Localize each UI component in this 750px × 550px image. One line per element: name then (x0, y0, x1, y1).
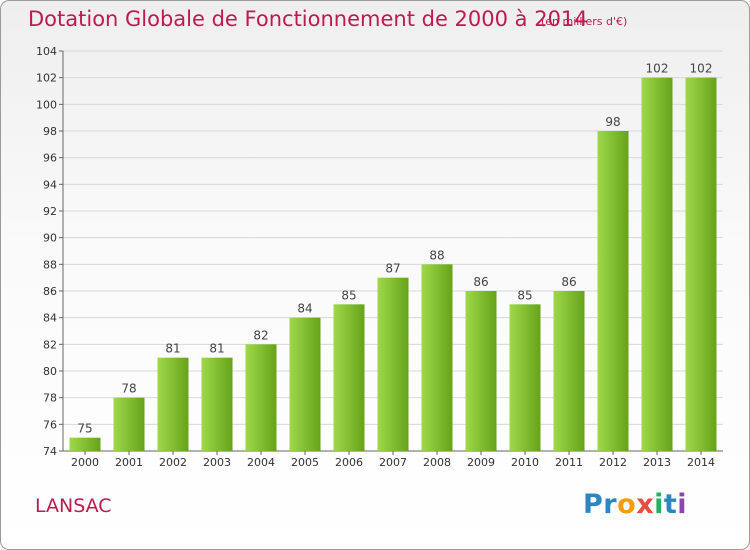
value-label: 75 (77, 422, 92, 436)
bar (465, 291, 497, 451)
x-tick-label: 2014 (687, 456, 715, 469)
value-label: 87 (385, 262, 400, 276)
bar (377, 277, 409, 451)
logo-letter: i (677, 489, 688, 520)
x-tick-label: 2006 (335, 456, 363, 469)
value-label: 84 (297, 302, 312, 316)
commune-name: LANSAC (35, 495, 112, 517)
bar (553, 291, 585, 451)
y-tick-label: 88 (43, 258, 57, 271)
bar (509, 304, 541, 451)
x-tick-label: 2011 (555, 456, 583, 469)
value-label: 82 (253, 328, 268, 342)
logo-letter: o (617, 489, 637, 520)
y-tick-label: 86 (43, 285, 57, 298)
x-tick-label: 2002 (159, 456, 187, 469)
bar (421, 264, 453, 451)
value-label: 98 (605, 115, 620, 129)
bar (685, 77, 717, 452)
value-label: 85 (517, 288, 532, 302)
value-label: 86 (473, 275, 488, 289)
x-tick-label: 2000 (71, 456, 99, 469)
logo-letter: i (654, 489, 664, 520)
value-label: 85 (341, 288, 356, 302)
logo-letter: r (603, 489, 618, 520)
x-tick-label: 2007 (379, 456, 407, 469)
chart-title: Dotation Globale de Fonctionnement de 20… (28, 7, 588, 31)
value-label: 102 (646, 62, 669, 76)
y-tick-label: 96 (43, 152, 57, 165)
y-tick-label: 104 (36, 45, 57, 58)
value-label: 88 (429, 248, 444, 262)
bar (597, 131, 629, 451)
chart-unit-note: (en milliers d'€) (541, 15, 628, 28)
x-tick-label: 2008 (423, 456, 451, 469)
value-label: 78 (121, 382, 136, 396)
proxiti-logo[interactable]: Proxiti (583, 489, 687, 520)
x-tick-label: 2005 (291, 456, 319, 469)
y-tick-label: 76 (43, 418, 57, 431)
bar (69, 437, 101, 451)
x-tick-label: 2003 (203, 456, 231, 469)
y-tick-label: 82 (43, 338, 57, 351)
logo-letter: x (636, 489, 655, 520)
y-tick-label: 78 (43, 392, 57, 405)
value-labels: 75 78 81 81 82 84 85 87 88 86 85 86 98 102 102 (77, 62, 712, 436)
bar (245, 344, 277, 451)
y-tick-labels: 74 76 78 80 82 84 86 88 90 92 94 96 98 100 102 104 (36, 45, 57, 458)
bar (157, 357, 189, 451)
x-tick-label: 2001 (115, 456, 143, 469)
value-label: 81 (209, 342, 224, 356)
y-tick-label: 80 (43, 365, 57, 378)
y-tick-label: 74 (43, 445, 57, 458)
value-label: 86 (561, 275, 576, 289)
x-tick-label: 2012 (599, 456, 627, 469)
y-tick-label: 84 (43, 312, 57, 325)
bar (113, 397, 145, 451)
x-tick-label: 2013 (643, 456, 671, 469)
y-tick-label: 90 (43, 232, 57, 245)
bar (641, 77, 673, 452)
bar (289, 317, 321, 451)
x-tick-labels: 2000 2001 2002 2003 2004 2005 2006 2007 2008 2009… (71, 456, 715, 469)
x-tick-label: 2009 (467, 456, 495, 469)
bar (201, 357, 233, 451)
x-tick-label: 2010 (511, 456, 539, 469)
y-tick-label: 100 (36, 98, 57, 111)
value-label: 81 (165, 342, 180, 356)
y-tick-label: 98 (43, 125, 57, 138)
logo-letter: P (583, 489, 604, 520)
bar (333, 304, 365, 451)
y-tick-label: 102 (36, 72, 57, 85)
y-tick-label: 92 (43, 205, 57, 218)
logo-letter: t (663, 489, 678, 520)
value-label: 102 (690, 62, 713, 76)
y-tick-label: 94 (43, 178, 57, 191)
x-tick-label: 2004 (247, 456, 275, 469)
bars (69, 77, 717, 452)
